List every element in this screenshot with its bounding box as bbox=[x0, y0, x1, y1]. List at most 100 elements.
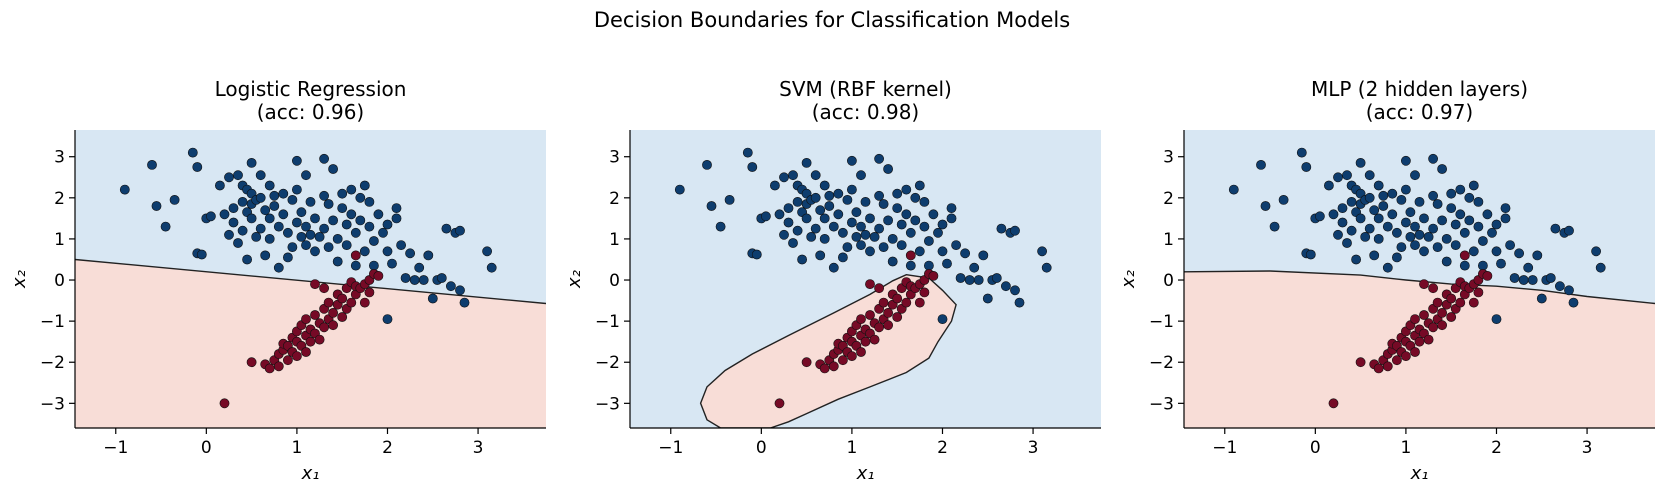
class-0-point bbox=[1536, 293, 1547, 304]
class-0-point bbox=[1478, 236, 1488, 246]
class-0-point bbox=[1564, 285, 1574, 296]
class-0-point bbox=[1333, 172, 1343, 183]
class-0-point bbox=[445, 281, 456, 292]
class-0-point bbox=[1509, 273, 1520, 283]
class-1-point bbox=[865, 279, 875, 289]
class-0-point bbox=[1464, 192, 1475, 203]
class-0-point bbox=[382, 314, 393, 324]
class-0-point bbox=[1423, 231, 1434, 242]
class-0-point bbox=[1228, 184, 1239, 195]
class-0-point bbox=[1450, 240, 1461, 250]
class-0-point bbox=[928, 209, 939, 220]
class-0-point bbox=[187, 147, 198, 158]
class-1-point bbox=[928, 270, 939, 281]
class-0-point bbox=[233, 238, 243, 248]
class-0-point bbox=[1410, 240, 1420, 250]
class-1-point bbox=[838, 355, 848, 366]
class-1-point bbox=[364, 287, 375, 298]
class-0-point bbox=[291, 184, 302, 195]
class-0-point bbox=[1591, 246, 1601, 257]
class-0-point bbox=[833, 209, 844, 220]
class-0-point bbox=[951, 240, 961, 250]
panel-accuracy: (acc: 0.98) bbox=[812, 100, 919, 124]
class-0-point bbox=[946, 213, 957, 224]
class-0-point bbox=[414, 262, 425, 273]
class-0-point bbox=[1419, 246, 1429, 257]
y-tick-label: −3 bbox=[40, 394, 65, 414]
class-0-point bbox=[1269, 221, 1280, 232]
class-0-point bbox=[1450, 219, 1461, 230]
class-0-point bbox=[1564, 225, 1574, 236]
class-0-point bbox=[368, 260, 379, 271]
class-0-point bbox=[815, 250, 826, 261]
class-0-point bbox=[301, 170, 311, 181]
y-tick-label: −1 bbox=[1149, 312, 1174, 332]
class-0-point bbox=[119, 184, 130, 195]
class-0-point bbox=[819, 180, 830, 191]
class-0-point bbox=[1473, 221, 1484, 232]
class-0-point bbox=[1500, 203, 1511, 213]
class-0-point bbox=[905, 227, 916, 238]
class-1-point bbox=[865, 310, 875, 320]
x-tick-label: 2 bbox=[937, 438, 948, 458]
class-0-point bbox=[1014, 297, 1025, 308]
class-0-point bbox=[924, 236, 934, 246]
y-tick-label: −1 bbox=[595, 312, 620, 332]
class-0-point bbox=[1337, 203, 1348, 213]
class-0-point bbox=[455, 225, 465, 236]
class-1-point bbox=[1432, 297, 1443, 308]
class-0-point bbox=[228, 203, 239, 213]
class-0-point bbox=[874, 190, 884, 201]
class-0-point bbox=[1364, 170, 1375, 181]
class-1-point bbox=[1419, 310, 1429, 320]
class-0-point bbox=[396, 240, 406, 250]
class-0-point bbox=[878, 199, 889, 209]
class-0-point bbox=[237, 196, 248, 207]
class-0-point bbox=[1428, 153, 1438, 164]
class-0-point bbox=[337, 203, 348, 213]
class-0-point bbox=[674, 184, 685, 195]
class-0-point bbox=[1491, 246, 1502, 257]
class-0-point bbox=[278, 209, 289, 220]
class-0-point bbox=[797, 254, 807, 265]
class-0-point bbox=[332, 233, 343, 244]
class-0-point bbox=[291, 155, 302, 166]
class-0-point bbox=[1382, 262, 1393, 273]
class-0-point bbox=[838, 252, 848, 263]
class-0-point bbox=[1355, 213, 1366, 224]
class-0-point bbox=[910, 215, 921, 226]
class-1-point bbox=[373, 270, 384, 281]
class-0-point bbox=[151, 201, 162, 211]
class-0-point bbox=[332, 256, 343, 267]
class-0-point bbox=[1378, 201, 1389, 211]
class-0-point bbox=[824, 201, 835, 211]
class-1-point bbox=[1373, 363, 1384, 374]
data-points bbox=[1228, 147, 1606, 409]
class-0-point bbox=[1387, 209, 1398, 220]
class-0-point bbox=[887, 233, 898, 244]
class-0-point bbox=[233, 170, 243, 181]
class-0-point bbox=[960, 248, 970, 259]
class-0-point bbox=[1468, 246, 1479, 257]
class-1-point bbox=[273, 361, 284, 372]
class-1-point bbox=[328, 307, 338, 318]
class-0-point bbox=[982, 293, 993, 304]
decision-regions bbox=[630, 130, 1101, 428]
class-0-point bbox=[246, 213, 257, 224]
class-0-point bbox=[1405, 207, 1416, 218]
class-1-point bbox=[1419, 279, 1429, 289]
panel-2: −1 0 1 2 3 −3 −2 −1 0 1 2 3 SVM (RBF kernel)(acc: 0.… bbox=[564, 77, 1101, 484]
class-0-point bbox=[1401, 217, 1411, 228]
class-0-point bbox=[1441, 256, 1452, 267]
class-1-point bbox=[1482, 270, 1493, 281]
class-0-point bbox=[1414, 229, 1425, 240]
class-0-point bbox=[896, 240, 907, 250]
class-1-point bbox=[314, 334, 325, 345]
class-0-point bbox=[783, 203, 794, 213]
y-tick-label: 0 bbox=[54, 271, 65, 291]
class-0-point bbox=[860, 196, 871, 207]
class-0-point bbox=[747, 162, 758, 172]
class-0-point bbox=[933, 227, 943, 238]
figure-title: Decision Boundaries for Classification M… bbox=[594, 8, 1070, 32]
